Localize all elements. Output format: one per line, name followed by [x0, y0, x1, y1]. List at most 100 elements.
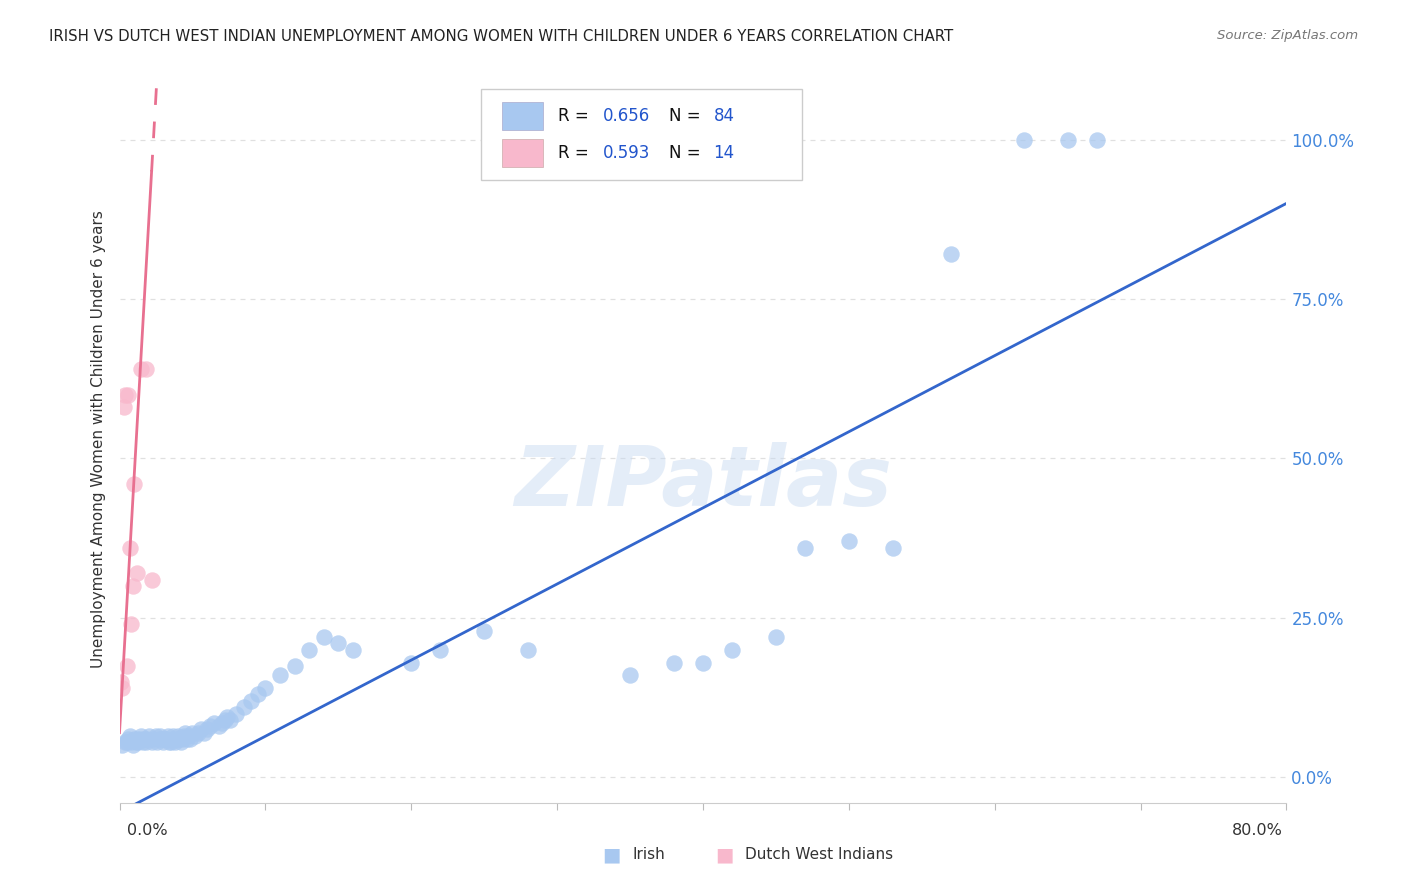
Point — [269, 668, 291, 682]
Point — [110, 674, 132, 689]
Point — [114, 387, 136, 401]
Text: ■: ■ — [602, 845, 621, 864]
Point — [202, 716, 225, 731]
Point — [129, 732, 152, 747]
Text: R =: R = — [558, 107, 595, 125]
Point — [721, 642, 744, 657]
Text: 0.593: 0.593 — [603, 144, 650, 161]
Point — [166, 729, 188, 743]
Point — [342, 642, 364, 657]
Text: 0.0%: 0.0% — [127, 823, 167, 838]
Point — [619, 668, 641, 682]
Point — [1056, 132, 1078, 146]
Point — [184, 729, 207, 743]
Point — [765, 630, 787, 644]
Y-axis label: Unemployment Among Women with Children Under 6 years: Unemployment Among Women with Children U… — [91, 211, 107, 668]
Point — [198, 719, 221, 733]
Point — [121, 739, 143, 753]
Point — [1085, 132, 1108, 146]
Point — [838, 534, 860, 549]
Point — [124, 735, 146, 749]
Point — [939, 247, 962, 261]
Point — [131, 362, 153, 376]
Point — [141, 573, 163, 587]
Bar — [502, 103, 543, 129]
Point — [125, 566, 148, 581]
Point — [254, 681, 277, 695]
Point — [120, 617, 142, 632]
Point — [172, 732, 194, 747]
Point — [298, 642, 321, 657]
Point — [692, 656, 714, 670]
Text: 84: 84 — [713, 107, 734, 125]
Point — [794, 541, 817, 555]
Text: Source: ZipAtlas.com: Source: ZipAtlas.com — [1218, 29, 1358, 42]
Point — [232, 700, 254, 714]
Point — [225, 706, 247, 721]
Point — [195, 723, 218, 737]
Text: ■: ■ — [714, 845, 734, 864]
Point — [211, 716, 233, 731]
Point — [149, 729, 172, 743]
Point — [121, 579, 143, 593]
Point — [112, 401, 135, 415]
Text: 80.0%: 80.0% — [1232, 823, 1282, 838]
Point — [153, 732, 176, 747]
Point — [173, 729, 195, 743]
Text: IRISH VS DUTCH WEST INDIAN UNEMPLOYMENT AMONG WOMEN WITH CHILDREN UNDER 6 YEARS : IRISH VS DUTCH WEST INDIAN UNEMPLOYMENT … — [49, 29, 953, 44]
Point — [125, 732, 148, 747]
Point — [120, 735, 142, 749]
Text: N =: N = — [669, 107, 706, 125]
Point — [312, 630, 335, 644]
Point — [283, 658, 307, 673]
Text: R =: R = — [558, 144, 595, 161]
Point — [401, 656, 423, 670]
Point — [142, 732, 165, 747]
Point — [131, 729, 153, 743]
Point — [145, 729, 167, 743]
Point — [136, 732, 159, 747]
Point — [122, 477, 145, 491]
Point — [208, 719, 231, 733]
Point — [247, 687, 270, 701]
Point — [111, 681, 134, 695]
Text: Irish: Irish — [633, 847, 665, 862]
Point — [156, 729, 179, 743]
Point — [170, 735, 193, 749]
Point — [117, 387, 139, 401]
Text: Dutch West Indians: Dutch West Indians — [745, 847, 893, 862]
Text: N =: N = — [669, 144, 706, 161]
FancyBboxPatch shape — [481, 89, 803, 180]
Point — [115, 658, 138, 673]
Point — [239, 694, 262, 708]
Point — [217, 709, 239, 723]
Point — [115, 735, 138, 749]
Point — [174, 725, 197, 739]
Point — [219, 713, 242, 727]
Point — [159, 735, 181, 749]
Point — [517, 642, 540, 657]
Point — [214, 713, 236, 727]
Point — [134, 732, 156, 747]
Point — [118, 541, 141, 555]
Point — [152, 735, 174, 749]
Point — [179, 732, 201, 747]
Point — [169, 732, 191, 747]
Point — [146, 735, 169, 749]
Point — [122, 732, 145, 747]
Point — [135, 362, 157, 376]
Point — [1012, 132, 1035, 146]
Point — [141, 735, 163, 749]
Point — [193, 725, 215, 739]
Point — [328, 636, 350, 650]
Point — [114, 735, 136, 749]
Point — [157, 735, 180, 749]
Point — [165, 732, 187, 747]
Point — [162, 729, 184, 743]
Point — [155, 732, 177, 747]
Point — [882, 541, 904, 555]
Point — [132, 735, 155, 749]
Point — [138, 729, 160, 743]
Point — [160, 732, 183, 747]
Point — [472, 624, 495, 638]
